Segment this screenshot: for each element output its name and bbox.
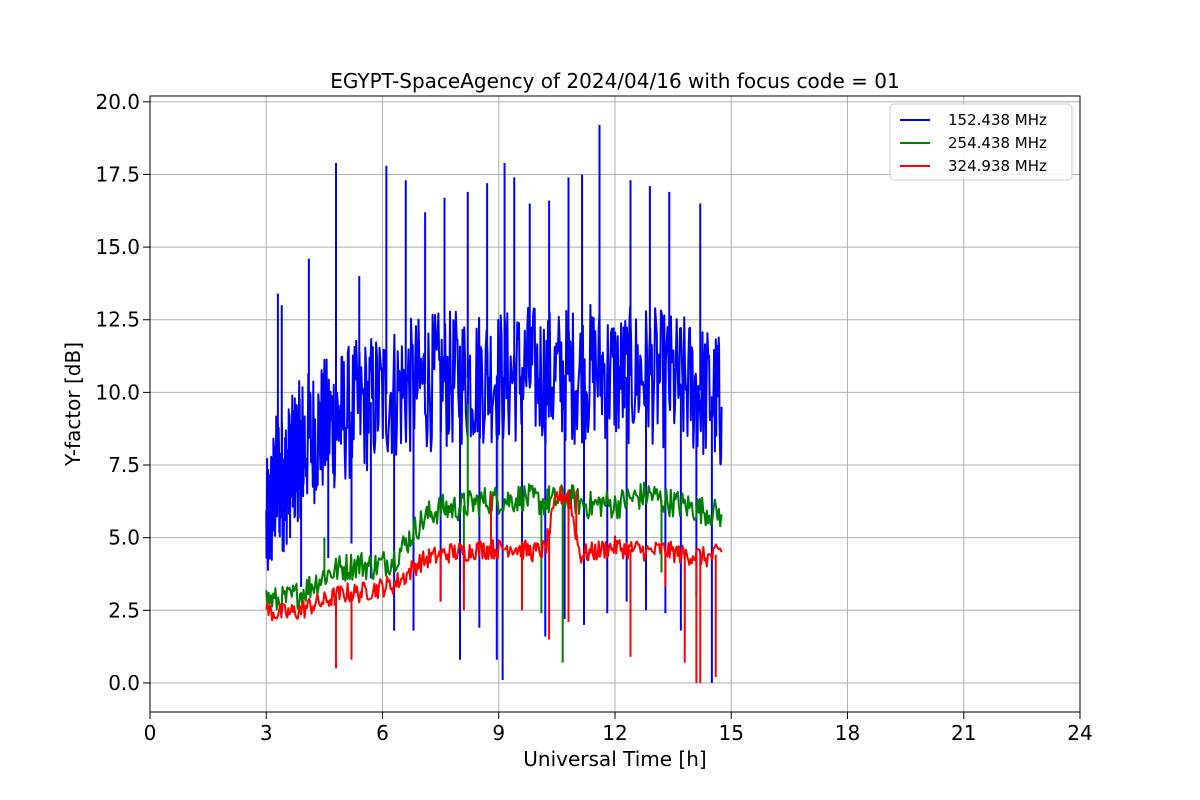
- legend-label: 324.938 MHz: [948, 157, 1047, 175]
- x-tick-label: 0: [144, 721, 157, 745]
- x-tick-label: 9: [492, 721, 505, 745]
- series-layer: [265, 125, 723, 683]
- x-tick-label: 21: [951, 721, 976, 745]
- y-tick-label: 15.0: [95, 235, 140, 259]
- legend-label: 254.438 MHz: [948, 134, 1047, 152]
- legend: 152.438 MHz 254.438 MHz 324.938 MHz: [889, 103, 1073, 181]
- y-tick-label: 5.0: [108, 526, 140, 550]
- y-tick-label: 2.5: [108, 598, 140, 622]
- x-tick-label: 3: [260, 721, 273, 745]
- x-axis: 0 3 6 9 12 15 18 21 24: [144, 712, 1093, 745]
- y-axis: 0.0 2.5 5.0 7.5 10.0 12.5 15.0 17.5 20.0: [95, 90, 150, 695]
- y-tick-label: 10.0: [95, 380, 140, 404]
- chart-title: EGYPT-SpaceAgency of 2024/04/16 with foc…: [330, 69, 899, 93]
- x-tick-label: 24: [1067, 721, 1092, 745]
- y-axis-label: Y-factor [dB]: [61, 342, 85, 467]
- legend-box: [889, 103, 1073, 181]
- x-tick-label: 6: [376, 721, 389, 745]
- series-line: [265, 303, 723, 571]
- x-tick-label: 12: [602, 721, 627, 745]
- series-line: [265, 481, 723, 616]
- series-line: [265, 486, 723, 622]
- y-tick-label: 20.0: [95, 90, 140, 114]
- y-tick-label: 12.5: [95, 308, 140, 332]
- y-tick-label: 17.5: [95, 162, 140, 186]
- x-tick-label: 15: [719, 721, 744, 745]
- y-tick-label: 0.0: [108, 671, 140, 695]
- legend-label: 152.438 MHz: [948, 111, 1047, 129]
- x-axis-label: Universal Time [h]: [523, 747, 706, 771]
- y-tick-label: 7.5: [108, 453, 140, 477]
- x-tick-label: 18: [835, 721, 860, 745]
